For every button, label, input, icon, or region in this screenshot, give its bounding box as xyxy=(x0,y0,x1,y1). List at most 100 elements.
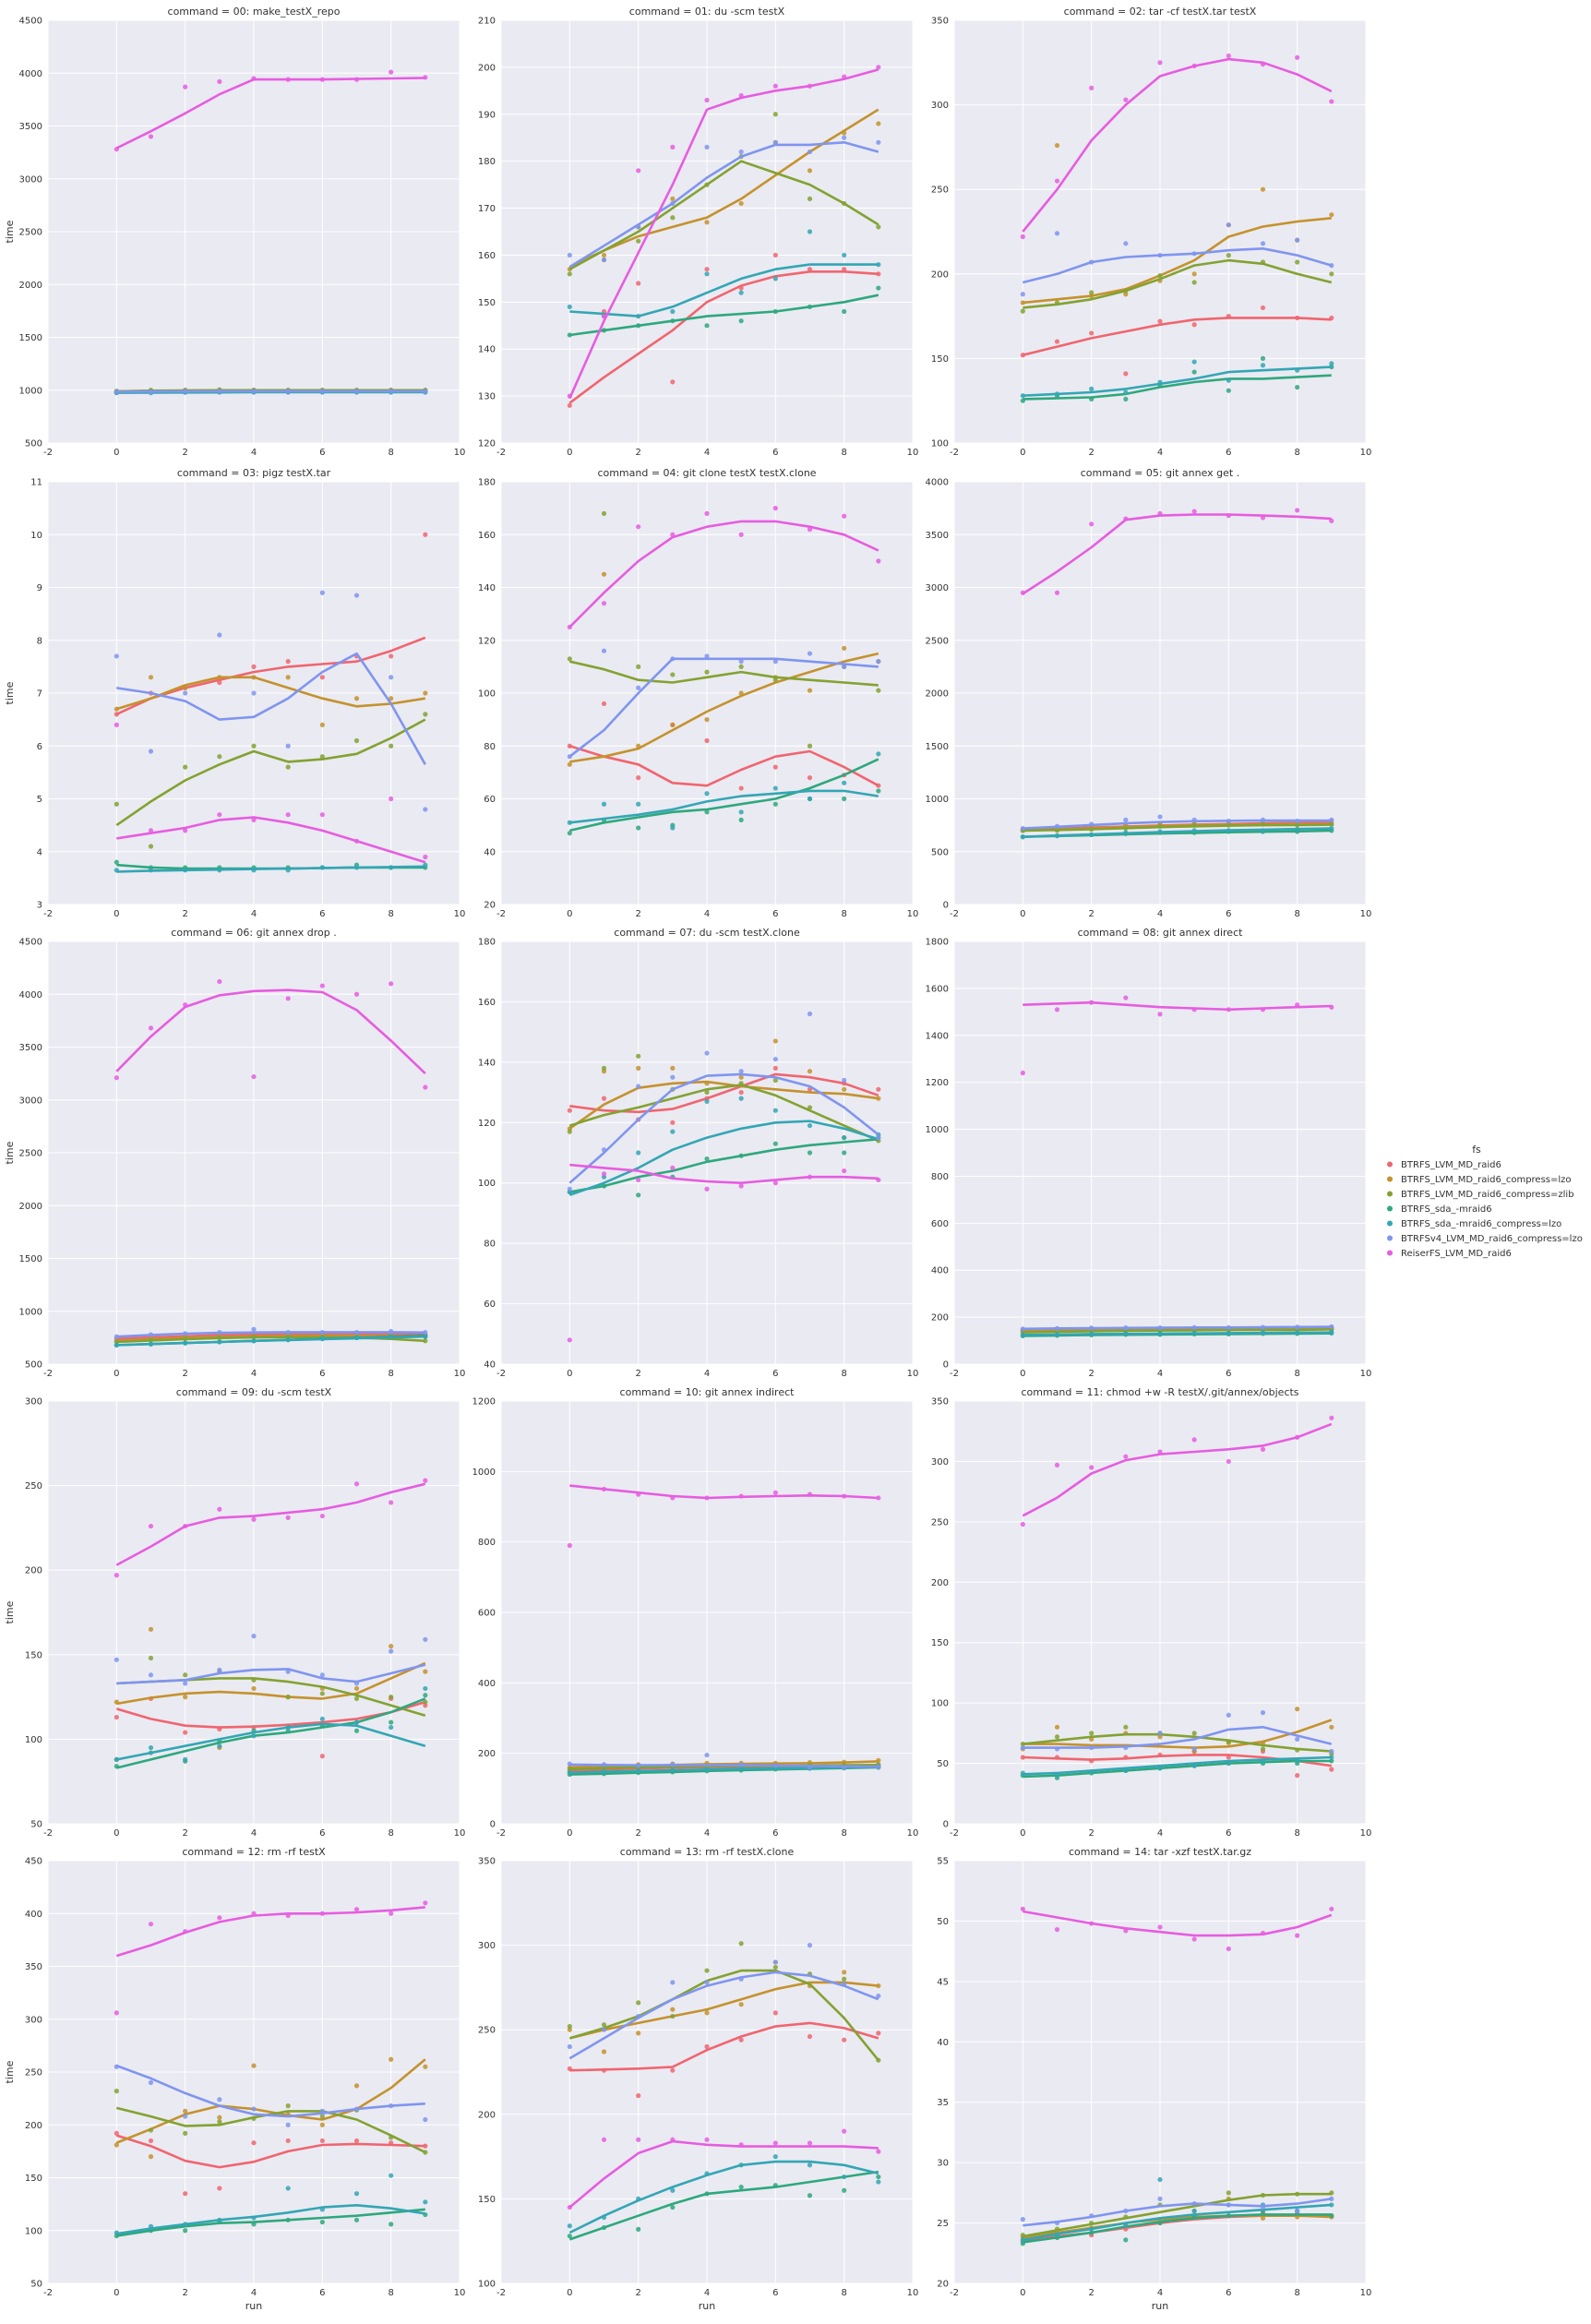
data-point xyxy=(1295,827,1300,833)
x-tick-label: -2 xyxy=(950,1369,959,1379)
data-point xyxy=(601,2049,607,2054)
data-point xyxy=(876,558,881,564)
data-point xyxy=(704,144,710,150)
series-5 xyxy=(567,1943,881,2060)
data-point xyxy=(251,690,257,696)
y-tick-label: 200 xyxy=(478,2110,496,2120)
data-point xyxy=(636,1150,641,1156)
data-point xyxy=(636,168,641,174)
y-tick-label: 2500 xyxy=(19,1149,42,1159)
x-tick-label: 6 xyxy=(319,1369,325,1379)
data-point xyxy=(114,1699,119,1705)
data-point xyxy=(148,134,154,139)
data-point xyxy=(389,2135,394,2140)
data-point xyxy=(1157,2220,1163,2226)
data-point xyxy=(148,675,154,680)
data-point xyxy=(601,314,607,319)
y-tick-label: 3000 xyxy=(19,1096,42,1106)
data-point xyxy=(1020,1332,1025,1338)
data-point xyxy=(704,737,710,744)
data-point xyxy=(1329,263,1334,269)
trend-line xyxy=(569,1766,879,1774)
data-point xyxy=(670,379,676,385)
trend-line xyxy=(116,1663,426,1685)
y-tick-label: 300 xyxy=(931,1457,949,1467)
data-point xyxy=(1260,241,1266,246)
data-point xyxy=(1089,521,1095,527)
data-point xyxy=(1260,1330,1266,1336)
data-point xyxy=(636,281,641,286)
y-tick-label: 50 xyxy=(30,1820,42,1830)
data-point xyxy=(285,996,291,1001)
data-point xyxy=(876,1495,881,1501)
y-axis-label: time xyxy=(4,681,16,704)
data-point xyxy=(1226,1324,1231,1330)
data-point xyxy=(285,1515,291,1521)
trend-line xyxy=(116,1331,425,1338)
panel-4: -2 0 2 4 6 8 10 20 40 60 80 100 120 140 160 180 command … xyxy=(478,467,918,919)
y-tick-label: 300 xyxy=(25,2015,42,2025)
series-5 xyxy=(114,1326,428,1339)
y-tick-label: 150 xyxy=(478,2195,496,2205)
series-0 xyxy=(1020,305,1334,377)
trend-line xyxy=(1023,1325,1332,1331)
data-point xyxy=(319,2138,325,2144)
x-tick-label: 4 xyxy=(1157,1369,1163,1379)
data-point xyxy=(1329,2202,1334,2208)
data-point xyxy=(1295,508,1300,513)
data-point xyxy=(636,323,641,329)
y-tick-label: 500 xyxy=(931,847,949,857)
data-point xyxy=(876,1983,881,1989)
data-point xyxy=(842,135,847,140)
x-tick-label: 6 xyxy=(1226,2288,1231,2298)
panel-9: -2 0 2 4 6 8 10 50 100 150 200 250 300 command = 09: … xyxy=(4,1386,465,1839)
data-point xyxy=(842,1135,847,1141)
x-tick-label: 4 xyxy=(1157,909,1163,919)
data-point xyxy=(285,1330,291,1336)
x-tick-label: -2 xyxy=(43,1369,53,1379)
y-tick-label: 3500 xyxy=(19,1043,42,1053)
data-point xyxy=(1089,1465,1095,1470)
data-point xyxy=(1295,384,1300,390)
series-5 xyxy=(567,648,881,760)
panel-title: command = 04: git clone testX testX.clon… xyxy=(597,467,816,479)
x-tick-label: 8 xyxy=(1294,1828,1299,1839)
y-tick-label: 800 xyxy=(931,1172,949,1182)
data-point xyxy=(114,2142,119,2148)
data-point xyxy=(1123,371,1129,377)
data-point xyxy=(1191,369,1197,375)
series-5 xyxy=(114,389,428,395)
x-tick-label: 4 xyxy=(704,1828,710,1839)
data-point xyxy=(738,92,744,99)
data-point xyxy=(842,252,847,258)
data-point xyxy=(1157,829,1163,834)
trend-line xyxy=(1023,2192,1332,2238)
data-point xyxy=(704,2010,710,2016)
data-point xyxy=(1089,2220,1095,2226)
data-point xyxy=(319,754,325,760)
y-tick-label: 300 xyxy=(478,1941,496,1951)
data-point xyxy=(1260,62,1266,67)
data-point xyxy=(567,252,572,258)
y-tick-label: 250 xyxy=(25,2068,42,2078)
data-point xyxy=(389,2103,394,2109)
data-point xyxy=(183,1756,188,1762)
trend-line xyxy=(1023,827,1332,838)
trend-line xyxy=(115,2064,425,2118)
y-tick-label: 500 xyxy=(25,1360,42,1371)
data-point xyxy=(772,801,778,807)
data-point xyxy=(876,2179,881,2185)
x-tick-label: 0 xyxy=(567,2288,572,2298)
panel-title: command = 11: chmod +w -R testX/.git/ann… xyxy=(1021,1386,1298,1398)
data-point xyxy=(876,285,881,291)
y-tick-label: 1000 xyxy=(19,386,42,396)
data-point xyxy=(217,389,222,394)
data-point xyxy=(842,513,847,519)
x-tick-label: 8 xyxy=(841,2288,846,2298)
data-point xyxy=(772,1180,778,1186)
data-point xyxy=(1191,63,1197,69)
data-point xyxy=(389,389,394,394)
data-point xyxy=(1295,237,1300,243)
data-point xyxy=(423,712,428,717)
data-point xyxy=(1157,510,1163,516)
